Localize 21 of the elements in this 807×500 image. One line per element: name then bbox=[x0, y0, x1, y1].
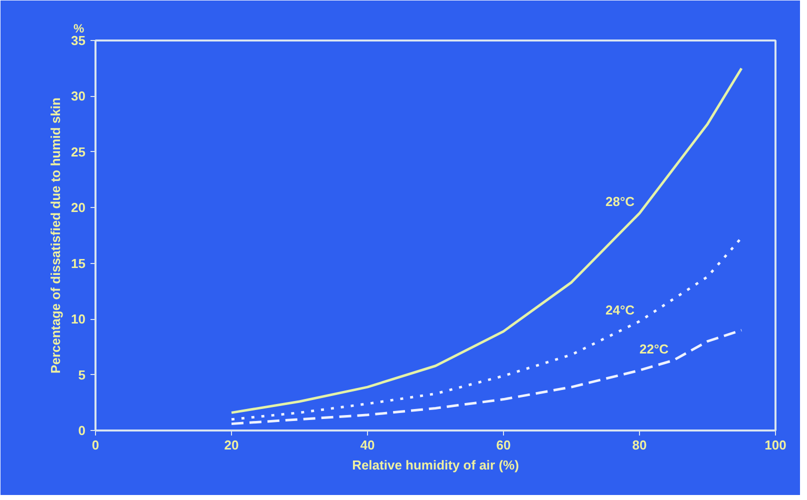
x-tick-label: 0 bbox=[92, 438, 100, 452]
y-tick-label: 20 bbox=[71, 200, 86, 216]
y-tick-label: 35 bbox=[71, 33, 86, 48]
x-tick-label: 80 bbox=[632, 438, 647, 452]
line-series bbox=[230, 67, 743, 414]
series-label: 24°C bbox=[606, 302, 636, 318]
x-tick-label: 20 bbox=[224, 438, 239, 452]
text: % bbox=[74, 22, 84, 36]
y-tick-label: 5 bbox=[78, 367, 86, 382]
x-tick-label: 60 bbox=[496, 438, 511, 452]
y-tick-label: 0 bbox=[78, 423, 86, 438]
y-tick-label: 30 bbox=[71, 88, 86, 104]
y-axis-title: Percentage of dissatisfied due to humid skin bbox=[48, 97, 64, 374]
x-tick-label: 40 bbox=[360, 438, 375, 452]
y-tick-label: 15 bbox=[71, 256, 86, 271]
series-label: 22°C bbox=[640, 341, 670, 356]
x-tick-label: 100 bbox=[764, 438, 786, 452]
x-axis-title: Relative humidity of air (%) bbox=[352, 458, 519, 472]
y-tick-label: 10 bbox=[71, 312, 86, 327]
series-label: 28°C bbox=[606, 194, 636, 210]
y-tick-label: 25 bbox=[71, 144, 86, 160]
